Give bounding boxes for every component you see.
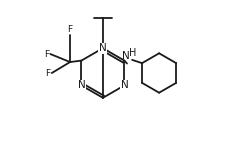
Text: F: F bbox=[45, 68, 50, 78]
Text: H: H bbox=[129, 48, 136, 58]
Text: F: F bbox=[67, 25, 73, 34]
Text: F: F bbox=[44, 49, 49, 59]
Text: N: N bbox=[99, 43, 107, 53]
Text: N: N bbox=[121, 80, 128, 90]
Text: N: N bbox=[78, 80, 85, 90]
Text: N: N bbox=[122, 51, 130, 61]
